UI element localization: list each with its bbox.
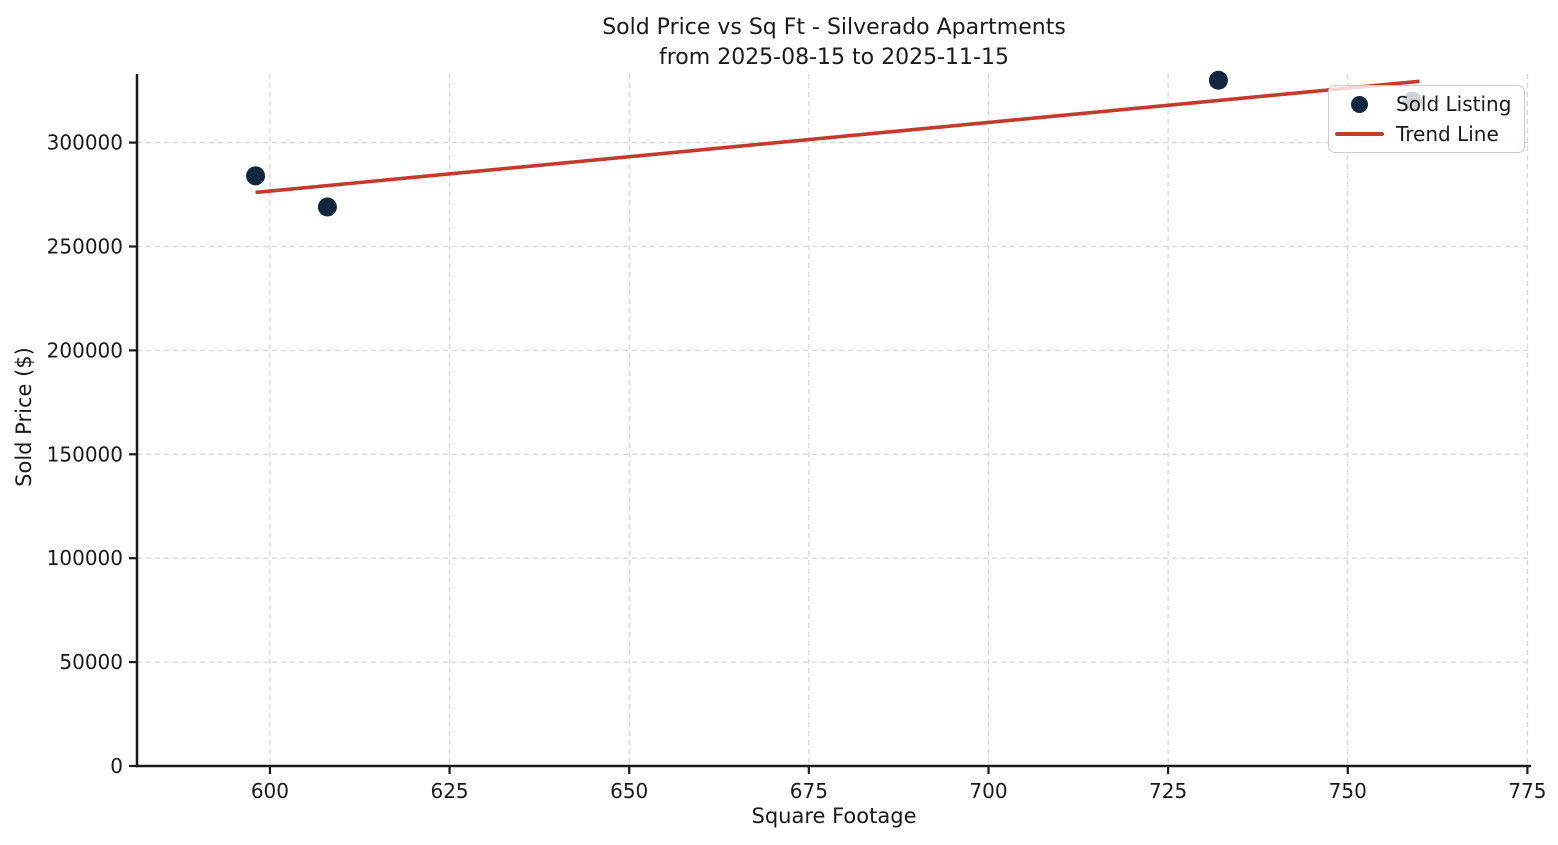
x-axis-label: Square Footage [751,804,917,828]
x-tick-label: 650 [610,779,648,803]
y-tick-label: 200000 [47,338,123,362]
y-tick-label: 50000 [59,650,123,674]
data-point [317,197,337,217]
x-tick-label: 675 [790,779,828,803]
sold-listing-marker-icon [1350,95,1368,113]
x-tick-label: 625 [430,779,468,803]
legend-item-trend-line: Trend Line [1334,120,1516,148]
legend-item-sold-listing: Sold Listing [1334,90,1516,118]
y-tick-label: 150000 [47,442,123,466]
legend-label-trend-line: Trend Line [1396,121,1499,146]
data-point [1208,70,1228,90]
trend-line-sample-icon [1334,131,1384,136]
legend: Sold Listing Trend Line [1328,85,1525,153]
y-tick-label: 0 [110,754,123,778]
legend-swatch-area [1334,95,1384,113]
y-axis-label: Sold Price ($) [12,347,36,487]
x-tick-label: 700 [969,779,1007,803]
chart-title-line2: from 2025-08-15 to 2025-11-15 [659,45,1009,70]
x-tick-label: 725 [1149,779,1187,803]
y-tick-label: 100000 [47,546,123,570]
trend-line [255,79,1420,195]
data-point [246,166,266,186]
x-tick-label: 600 [251,779,289,803]
x-tick-label: 775 [1508,779,1546,803]
chart-title-line1: Sold Price vs Sq Ft - Silverado Apartmen… [602,15,1066,40]
x-tick-label: 750 [1329,779,1367,803]
y-tick-label: 300000 [47,131,123,155]
chart-title: Sold Price vs Sq Ft - Silverado Apartmen… [137,13,1531,73]
legend-label-sold-listing: Sold Listing [1396,92,1512,117]
legend-swatch-area [1334,131,1384,136]
y-tick-label: 250000 [47,234,123,258]
